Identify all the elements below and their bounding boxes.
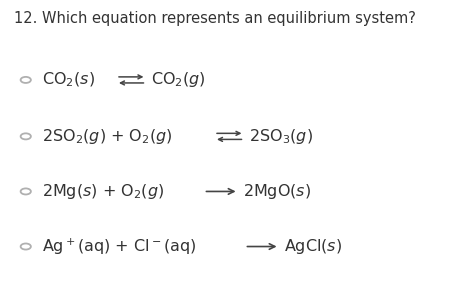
Text: 2MgO($s$): 2MgO($s$) xyxy=(243,182,311,201)
Text: 2SO$_2$($g$) + O$_2$($g$): 2SO$_2$($g$) + O$_2$($g$) xyxy=(42,127,173,146)
Text: 2Mg($s$) + O$_2$($g$): 2Mg($s$) + O$_2$($g$) xyxy=(42,182,164,201)
Text: 12. Which equation represents an equilibrium system?: 12. Which equation represents an equilib… xyxy=(14,11,416,26)
Text: Ag$^+$(aq) + Cl$^-$(aq): Ag$^+$(aq) + Cl$^-$(aq) xyxy=(42,236,197,257)
Text: AgCl($s$): AgCl($s$) xyxy=(284,237,342,256)
Text: CO$_2$($s$): CO$_2$($s$) xyxy=(42,71,95,89)
Text: 2SO$_3$($g$): 2SO$_3$($g$) xyxy=(249,127,313,146)
Text: CO$_2$($g$): CO$_2$($g$) xyxy=(151,71,206,89)
